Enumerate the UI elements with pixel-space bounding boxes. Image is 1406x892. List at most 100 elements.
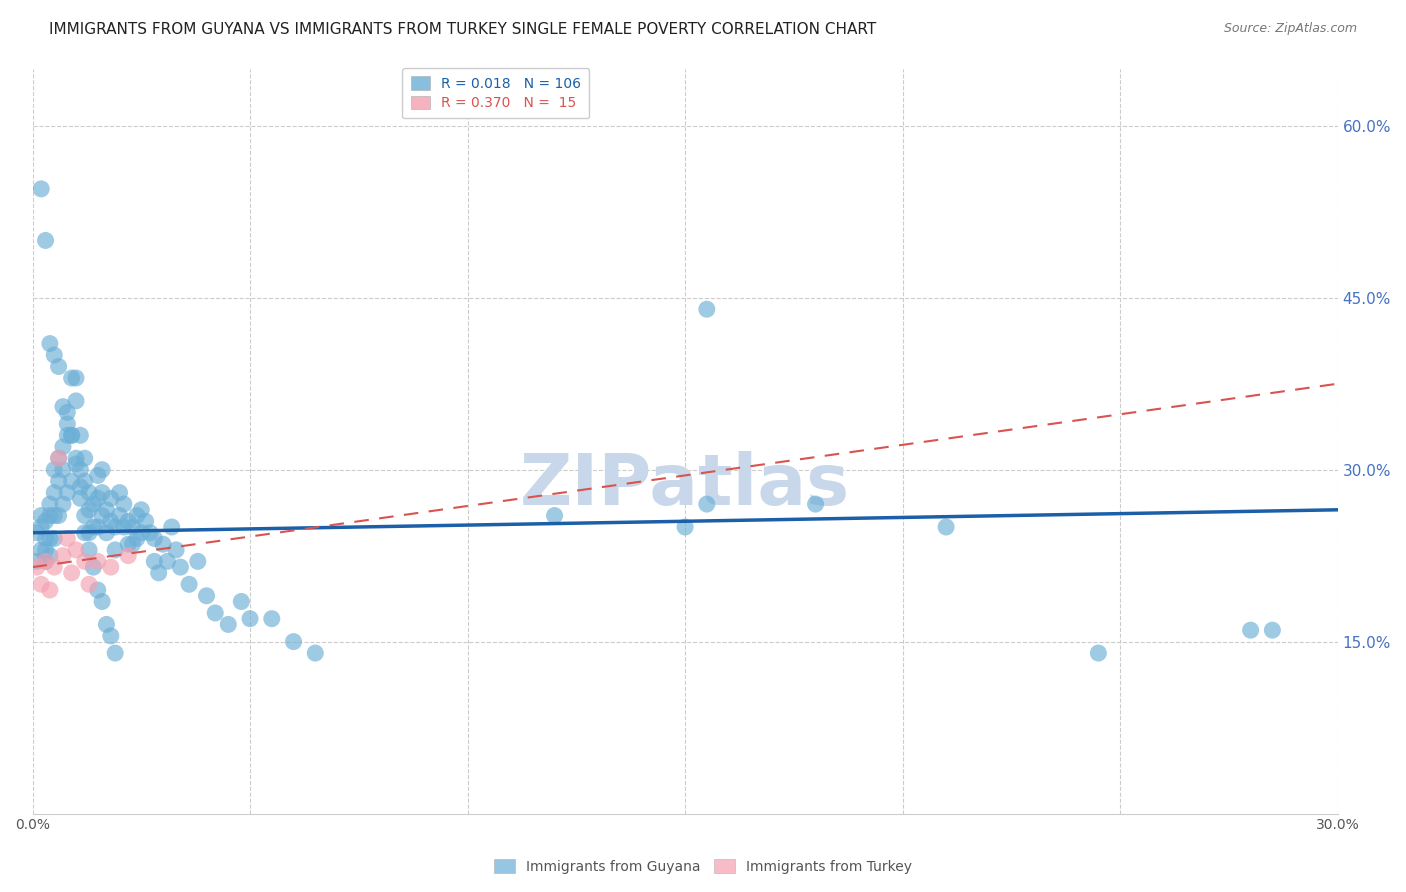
- Point: [52, 400, 75, 414]
- Point: [73, 508, 96, 523]
- Point: [48, 508, 70, 523]
- Point: [96, 525, 118, 540]
- Point: [129, 525, 152, 540]
- Point: [1261, 623, 1284, 637]
- Point: [91, 485, 114, 500]
- Point: [30, 508, 52, 523]
- Point: [117, 514, 139, 528]
- Point: [96, 503, 118, 517]
- Point: [52, 463, 75, 477]
- Point: [87, 582, 110, 597]
- Point: [65, 457, 87, 471]
- Point: [69, 480, 91, 494]
- Point: [44, 532, 66, 546]
- Legend: R = 0.018   N = 106, R = 0.370   N =  15: R = 0.018 N = 106, R = 0.370 N = 15: [402, 68, 589, 119]
- Point: [69, 428, 91, 442]
- Point: [100, 491, 122, 506]
- Point: [65, 542, 87, 557]
- Point: [160, 520, 183, 534]
- Point: [117, 537, 139, 551]
- Point: [112, 497, 135, 511]
- Point: [44, 485, 66, 500]
- Point: [60, 371, 83, 385]
- Point: [38, 336, 60, 351]
- Point: [48, 474, 70, 488]
- Point: [673, 520, 696, 534]
- Point: [82, 560, 104, 574]
- Point: [104, 542, 127, 557]
- Point: [87, 491, 110, 506]
- Point: [73, 451, 96, 466]
- Point: [100, 629, 122, 643]
- Text: ZIPatlas: ZIPatlas: [520, 451, 851, 520]
- Point: [125, 532, 148, 546]
- Point: [139, 525, 162, 540]
- Point: [125, 508, 148, 523]
- Point: [77, 542, 100, 557]
- Point: [217, 617, 239, 632]
- Point: [108, 508, 131, 523]
- Point: [117, 549, 139, 563]
- Point: [34, 554, 56, 568]
- Point: [283, 634, 305, 648]
- Point: [34, 234, 56, 248]
- Point: [91, 594, 114, 608]
- Point: [73, 474, 96, 488]
- Point: [935, 520, 957, 534]
- Point: [87, 554, 110, 568]
- Point: [60, 566, 83, 580]
- Point: [77, 503, 100, 517]
- Point: [143, 554, 166, 568]
- Point: [25, 525, 48, 540]
- Point: [34, 542, 56, 557]
- Text: IMMIGRANTS FROM GUYANA VS IMMIGRANTS FROM TURKEY SINGLE FEMALE POVERTY CORRELATI: IMMIGRANTS FROM GUYANA VS IMMIGRANTS FRO…: [49, 22, 876, 37]
- Point: [38, 497, 60, 511]
- Point: [104, 646, 127, 660]
- Point: [77, 525, 100, 540]
- Point: [165, 542, 187, 557]
- Point: [804, 497, 827, 511]
- Point: [69, 463, 91, 477]
- Legend: Immigrants from Guyana, Immigrants from Turkey: Immigrants from Guyana, Immigrants from …: [486, 853, 920, 880]
- Point: [179, 577, 201, 591]
- Point: [91, 508, 114, 523]
- Point: [30, 542, 52, 557]
- Point: [44, 463, 66, 477]
- Point: [239, 612, 262, 626]
- Point: [52, 549, 75, 563]
- Point: [44, 560, 66, 574]
- Point: [52, 497, 75, 511]
- Point: [60, 428, 83, 442]
- Point: [25, 554, 48, 568]
- Point: [30, 577, 52, 591]
- Point: [152, 537, 174, 551]
- Point: [100, 514, 122, 528]
- Point: [65, 451, 87, 466]
- Point: [69, 491, 91, 506]
- Point: [304, 646, 326, 660]
- Point: [129, 503, 152, 517]
- Point: [87, 468, 110, 483]
- Point: [204, 606, 226, 620]
- Point: [30, 182, 52, 196]
- Point: [60, 428, 83, 442]
- Point: [121, 537, 143, 551]
- Point: [148, 566, 170, 580]
- Point: [34, 532, 56, 546]
- Point: [696, 497, 718, 511]
- Point: [112, 520, 135, 534]
- Point: [56, 532, 79, 546]
- Point: [38, 549, 60, 563]
- Point: [60, 474, 83, 488]
- Point: [44, 508, 66, 523]
- Point: [65, 393, 87, 408]
- Point: [260, 612, 283, 626]
- Point: [87, 520, 110, 534]
- Text: Source: ZipAtlas.com: Source: ZipAtlas.com: [1223, 22, 1357, 36]
- Point: [96, 617, 118, 632]
- Point: [34, 514, 56, 528]
- Point: [543, 508, 565, 523]
- Point: [34, 554, 56, 568]
- Point: [77, 577, 100, 591]
- Point: [135, 514, 157, 528]
